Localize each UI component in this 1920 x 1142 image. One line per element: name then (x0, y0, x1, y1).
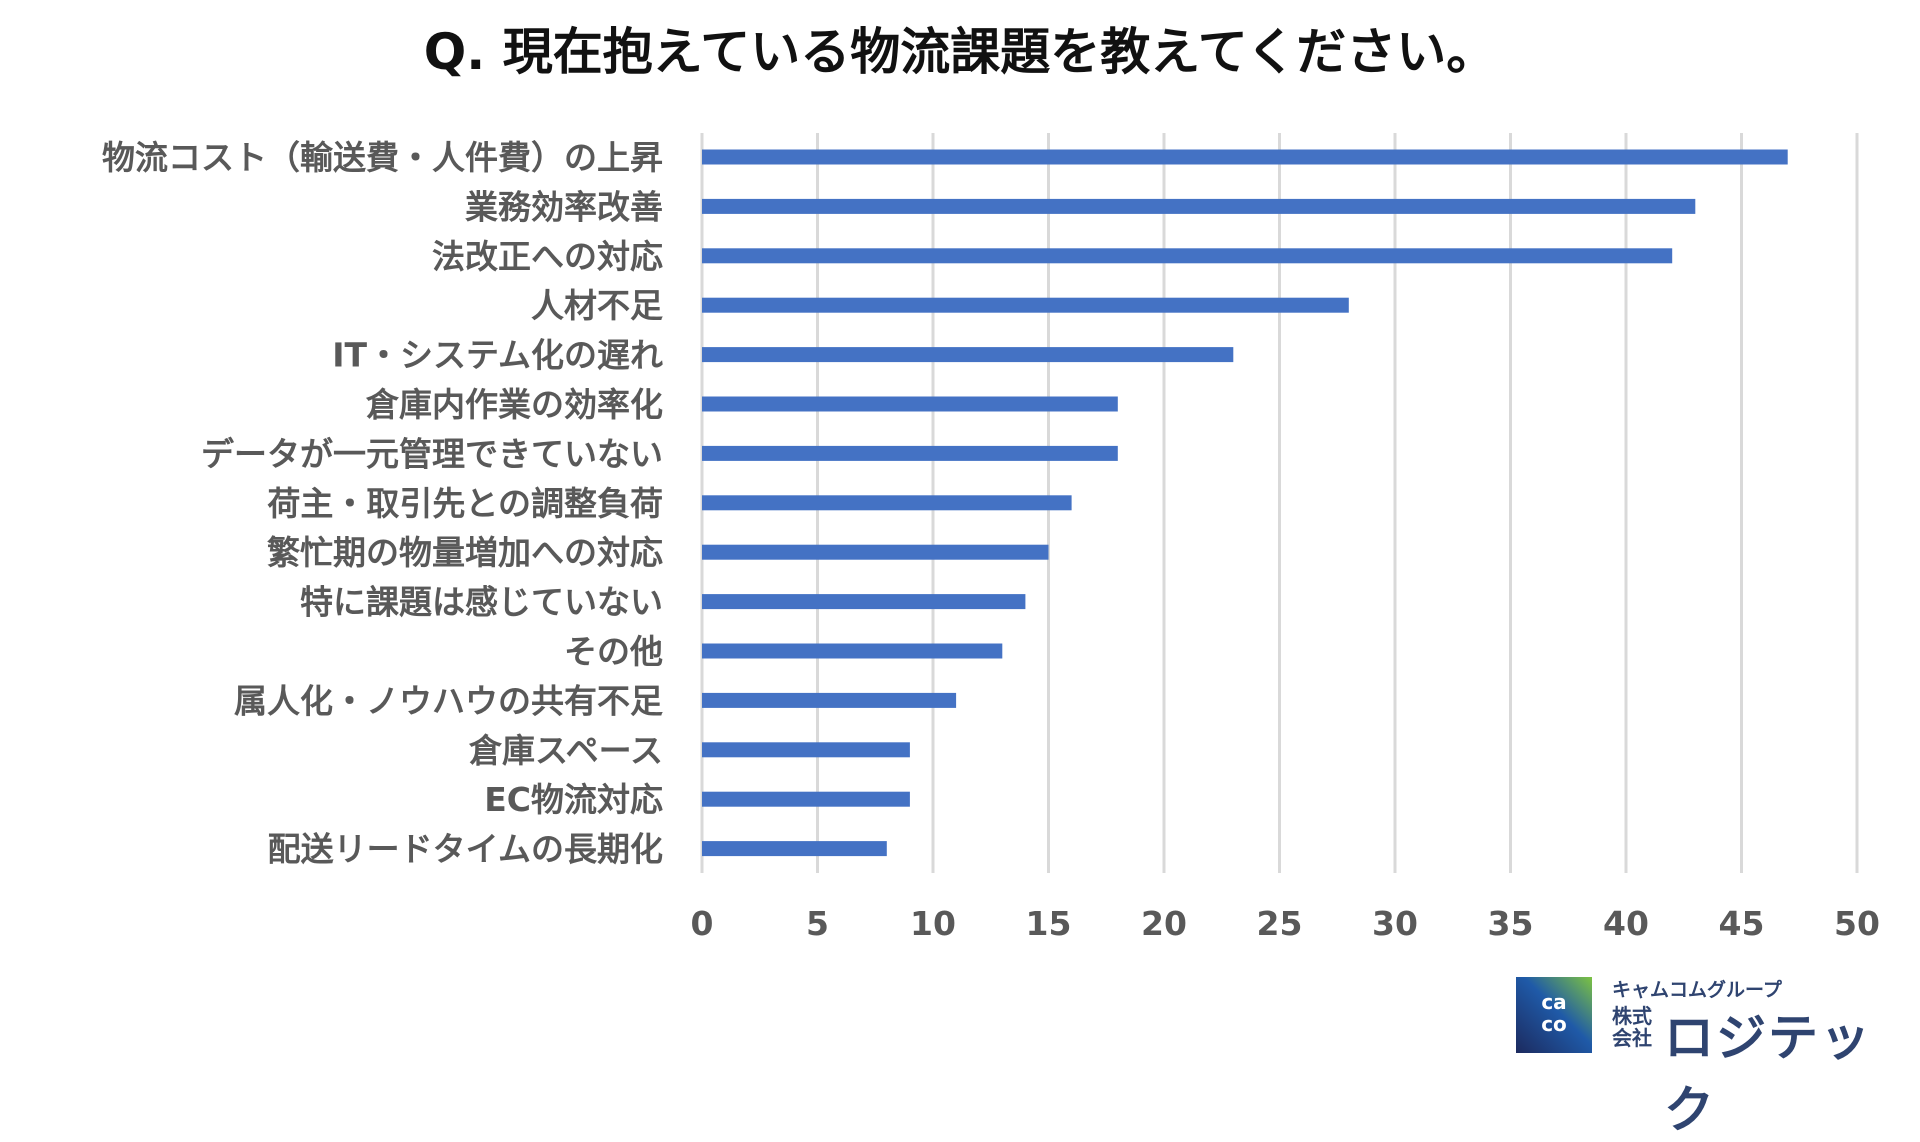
x-tick-label: 25 (1257, 904, 1303, 943)
bar (702, 841, 887, 857)
bar (702, 742, 910, 758)
category-label: 物流コスト（輸送費・人件費）の上昇 (102, 138, 663, 177)
company-logo-mark: ca co (1516, 977, 1592, 1053)
chart-title: Q. 現在抱えている物流課題を教えてください。 (423, 23, 1497, 81)
bar (702, 347, 1234, 363)
category-label: IT・システム化の遅れ (332, 336, 663, 375)
category-label: 法改正への対応 (432, 237, 663, 276)
bar (702, 248, 1673, 264)
category-label: 繁忙期の物量増加への対応 (267, 533, 663, 572)
category-label: 倉庫内作業の効率化 (365, 385, 663, 424)
bar (702, 297, 1349, 313)
bar (702, 692, 957, 708)
x-tick-label: 35 (1488, 904, 1534, 943)
logo-kk-text: 株式会社 (1612, 1004, 1652, 1050)
logo-company-name: ロジテック (1664, 1009, 1872, 1139)
bar (702, 791, 910, 807)
x-tick-label: 50 (1834, 904, 1880, 943)
category-label: その他 (564, 632, 663, 671)
bar (702, 495, 1072, 511)
x-tick-label: 0 (691, 904, 714, 943)
category-label: 荷主・取引先との調整負荷 (267, 484, 663, 523)
category-label: データが一元管理できていない (201, 434, 663, 473)
logo-group-text: キャムコムグループ (1612, 979, 1782, 1001)
bar (702, 445, 1118, 461)
bar (702, 149, 1788, 165)
x-tick-label: 10 (910, 904, 956, 943)
x-tick-label: 5 (806, 904, 829, 943)
x-tick-label: 40 (1603, 904, 1649, 943)
bar (702, 198, 1696, 214)
bar (702, 594, 1026, 610)
bar (702, 643, 1003, 659)
x-tick-label: 45 (1719, 904, 1765, 943)
category-label: 属人化・ノウハウの共有不足 (234, 681, 663, 720)
category-label: 人材不足 (531, 286, 663, 325)
category-label: 特に課題は感じていない (300, 583, 663, 622)
category-label: 倉庫スペース (468, 731, 663, 770)
x-tick-label: 20 (1141, 904, 1187, 943)
category-label: EC物流対応 (484, 780, 663, 819)
x-tick-label: 15 (1026, 904, 1072, 943)
category-label: 業務効率改善 (465, 187, 663, 226)
category-label: 配送リードタイムの長期化 (268, 830, 663, 869)
bar-chart: 0 5 10 15 20 25 30 35 40 45 50 物流コスト（輸送費・人件費）の上昇業務効… (102, 133, 1880, 943)
bar (702, 396, 1118, 412)
x-tick-label: 30 (1372, 904, 1418, 943)
bar (702, 544, 1049, 560)
